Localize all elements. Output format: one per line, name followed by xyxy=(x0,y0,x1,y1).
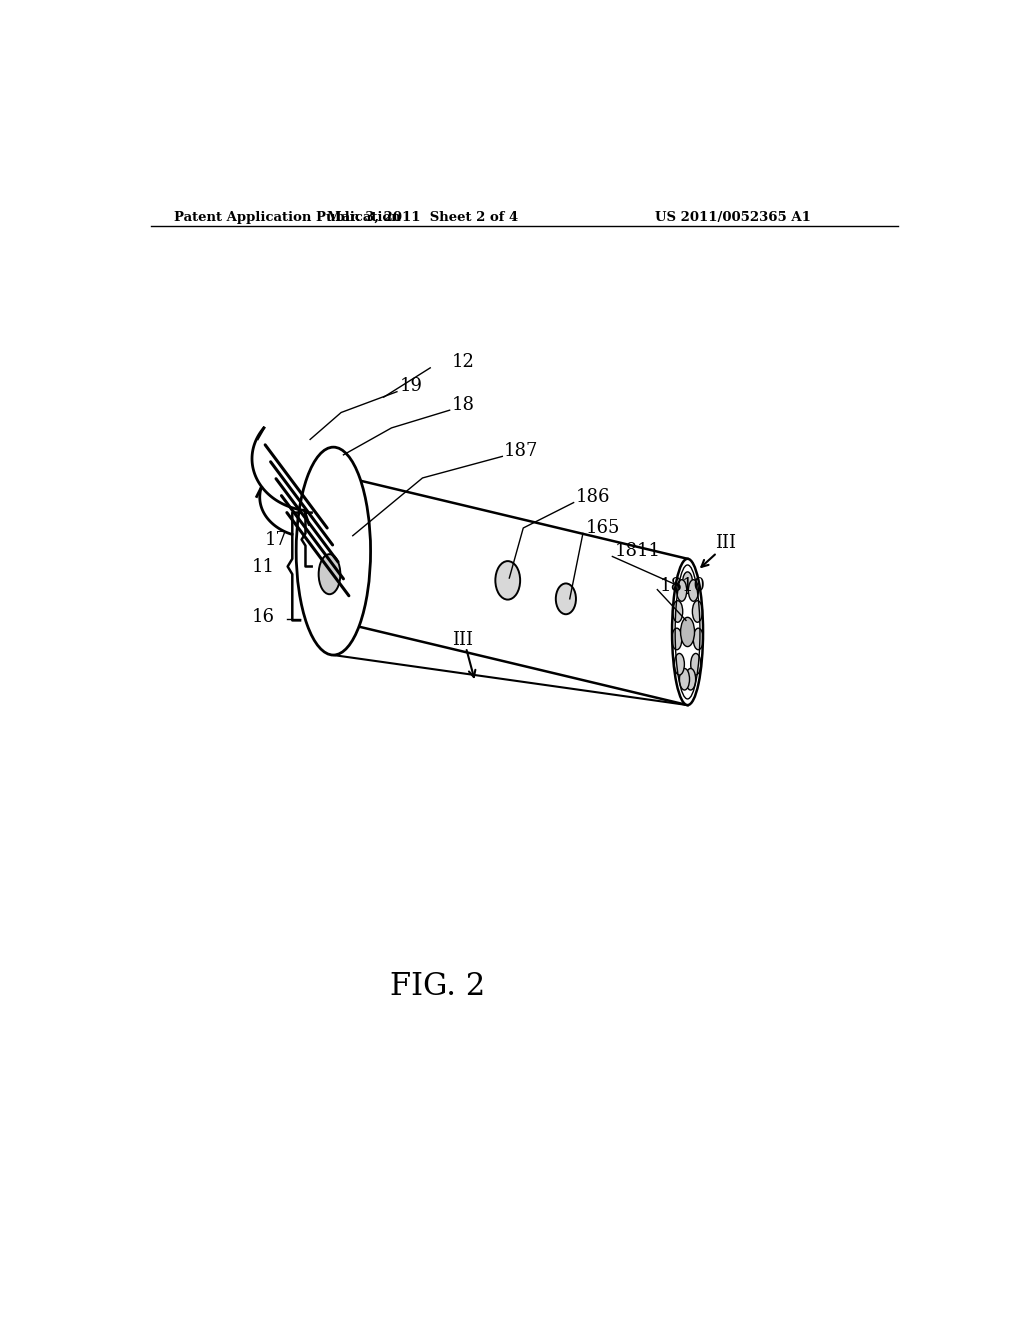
Text: 165: 165 xyxy=(586,519,620,537)
Polygon shape xyxy=(334,447,349,655)
Text: III: III xyxy=(452,631,473,648)
Ellipse shape xyxy=(296,447,371,655)
Ellipse shape xyxy=(318,554,340,594)
Ellipse shape xyxy=(556,583,575,614)
Text: III: III xyxy=(716,535,736,552)
Ellipse shape xyxy=(693,628,703,649)
Ellipse shape xyxy=(672,558,703,705)
Ellipse shape xyxy=(691,653,700,675)
Text: 17: 17 xyxy=(265,531,288,549)
Ellipse shape xyxy=(673,601,683,622)
Text: 19: 19 xyxy=(399,376,422,395)
Ellipse shape xyxy=(680,668,689,690)
Text: 186: 186 xyxy=(575,488,610,506)
Ellipse shape xyxy=(686,668,695,690)
Text: 1811: 1811 xyxy=(614,543,660,560)
Polygon shape xyxy=(349,478,687,705)
Ellipse shape xyxy=(688,579,698,602)
Ellipse shape xyxy=(692,601,702,622)
Text: 16: 16 xyxy=(252,607,275,626)
Ellipse shape xyxy=(677,579,687,602)
Ellipse shape xyxy=(496,561,520,599)
Ellipse shape xyxy=(675,653,684,675)
Text: FIG. 2: FIG. 2 xyxy=(390,970,485,1002)
Ellipse shape xyxy=(672,628,682,649)
Text: Patent Application Publication: Patent Application Publication xyxy=(174,211,401,224)
Text: 1810: 1810 xyxy=(659,577,706,595)
Text: 11: 11 xyxy=(252,557,275,576)
Text: 187: 187 xyxy=(504,442,539,459)
Ellipse shape xyxy=(681,618,694,647)
Text: 12: 12 xyxy=(452,354,475,371)
Text: 18: 18 xyxy=(452,396,475,413)
Ellipse shape xyxy=(683,572,692,594)
Text: US 2011/0052365 A1: US 2011/0052365 A1 xyxy=(655,211,811,224)
Text: Mar. 3, 2011  Sheet 2 of 4: Mar. 3, 2011 Sheet 2 of 4 xyxy=(327,211,518,224)
